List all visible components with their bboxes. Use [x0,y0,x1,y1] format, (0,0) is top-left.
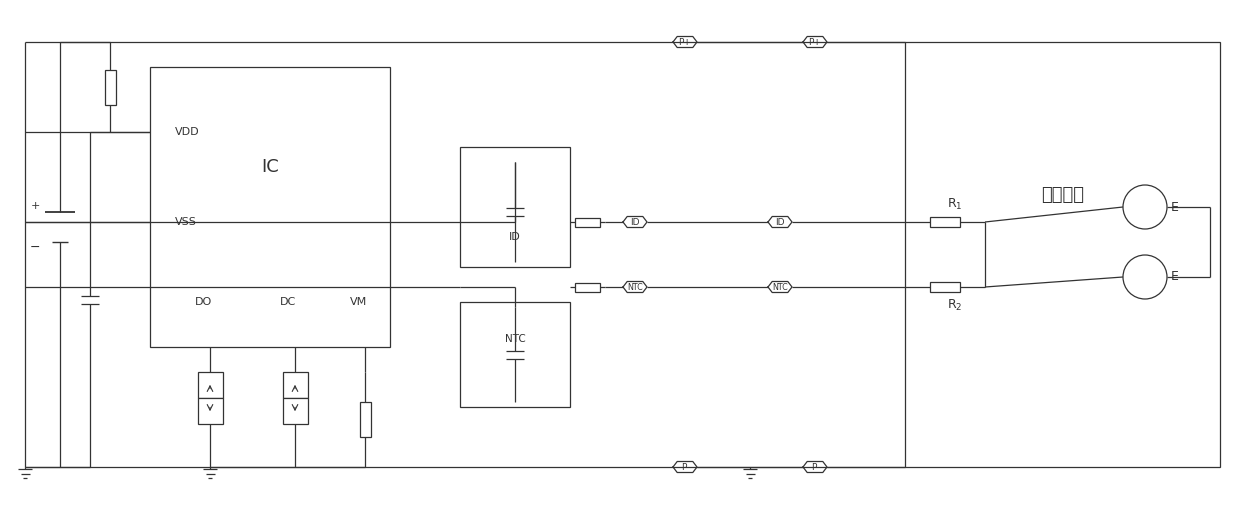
Text: VDD: VDD [175,127,200,137]
Text: DO: DO [195,297,212,307]
Text: VSS: VSS [175,217,197,227]
Text: P+: P+ [678,38,692,47]
Text: ID: ID [630,218,640,227]
Bar [930,282,960,292]
Text: P-: P- [811,462,820,472]
Text: ID: ID [775,218,785,227]
Bar [104,69,115,104]
Text: E: E [1171,200,1179,213]
Text: ID: ID [510,232,521,242]
Bar [360,402,371,437]
Text: +: + [30,201,40,211]
Bar [575,218,600,227]
Bar [460,302,570,407]
Bar [575,282,600,292]
Text: P+: P+ [808,38,821,47]
Bar [283,398,308,424]
Bar [283,372,308,398]
Text: −: − [30,240,40,254]
Text: NTC: NTC [627,282,642,292]
Text: NTC: NTC [505,334,526,344]
Text: 电子设备: 电子设备 [1042,186,1084,203]
Text: IC: IC [262,158,279,176]
Bar [150,67,391,347]
Bar [930,217,960,227]
Text: VM: VM [350,297,367,307]
Bar [197,372,222,398]
Text: E: E [1171,271,1179,283]
Text: R$_2$: R$_2$ [947,298,962,312]
Text: R$_1$: R$_1$ [947,196,962,211]
Text: NTC: NTC [773,282,787,292]
Bar [197,398,222,424]
Bar [905,42,1220,467]
Text: DC: DC [280,297,296,307]
Bar [460,147,570,267]
Text: P-: P- [681,462,689,472]
